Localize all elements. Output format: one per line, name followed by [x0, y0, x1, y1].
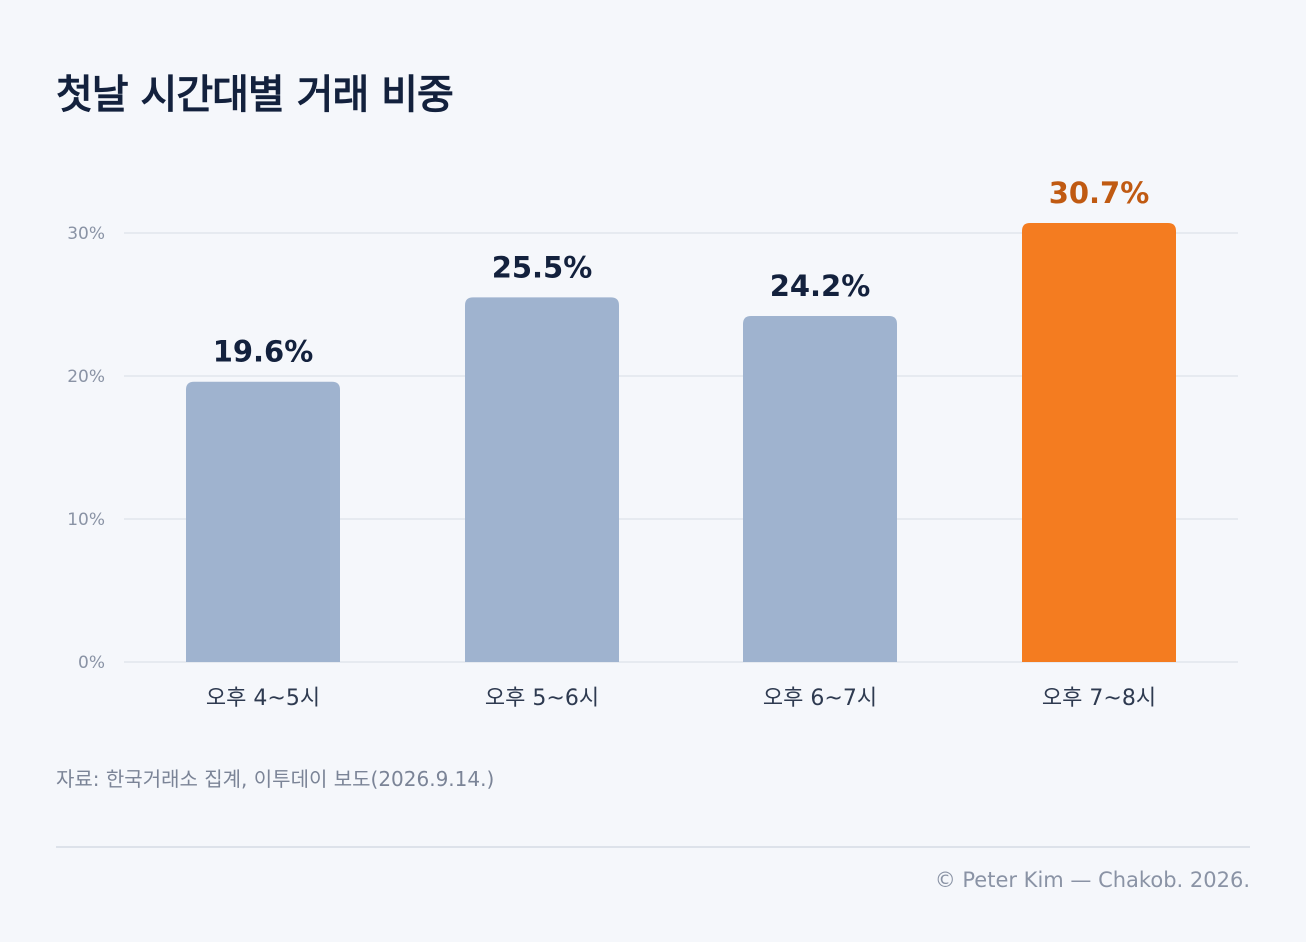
- x-category-label: 오후 7~8시: [1042, 686, 1156, 711]
- bar: [465, 297, 619, 662]
- x-category-label: 오후 4~5시: [206, 686, 320, 711]
- x-category-label: 오후 5~6시: [485, 686, 599, 711]
- y-tick-label: 0%: [78, 653, 105, 673]
- y-tick-label: 10%: [67, 510, 105, 530]
- bar-value-label: 24.2%: [770, 269, 871, 303]
- source-note: 자료: 한국거래소 집계, 이투데이 보도(2026.9.14.): [56, 767, 495, 791]
- x-category-label: 오후 6~7시: [763, 686, 877, 711]
- bar-value-label: 30.7%: [1049, 176, 1150, 210]
- credit-text: © Peter Kim — Chakob. 2026.: [934, 868, 1250, 892]
- bar-highlight: [1022, 222, 1176, 663]
- chart-title: 첫날 시간대별 거래 비중: [56, 72, 454, 118]
- y-tick-label: 20%: [67, 367, 105, 387]
- bar: [743, 315, 897, 662]
- y-tick-label: 30%: [67, 224, 105, 244]
- footer-divider: [56, 846, 1250, 848]
- bar-chart: 0% 10% 20% 30% 19.6% 오후 4~5시 25.5% 오후 5~6시 24.2%…: [67, 176, 1238, 711]
- bar: [186, 381, 340, 662]
- bar-value-label: 25.5%: [492, 250, 593, 284]
- bar-value-label: 19.6%: [213, 335, 314, 369]
